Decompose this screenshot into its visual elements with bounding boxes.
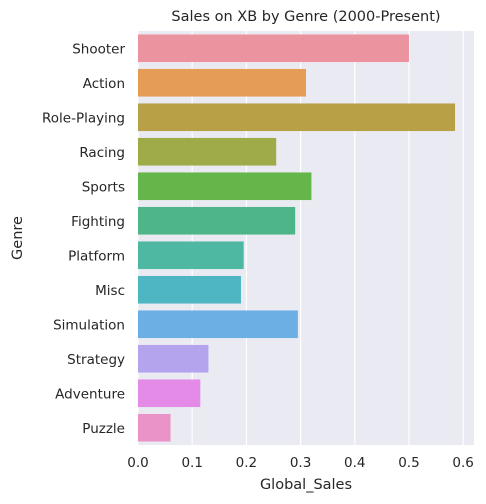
bar-simulation — [138, 310, 298, 339]
y-tick-label: Adventure — [55, 386, 125, 402]
y-tick-labels: Shooter Action Role-Playing Racing Sports Fig… — [42, 41, 125, 437]
y-tick-label: Action — [83, 76, 125, 92]
x-tick-label: 0.1 — [181, 455, 202, 471]
plot-background — [138, 31, 474, 445]
bar-action — [138, 68, 306, 97]
bar-fighting — [138, 206, 296, 235]
bar-adventure — [138, 379, 201, 408]
x-axis-label: Global_Sales — [260, 477, 352, 493]
y-tick-label: Fighting — [71, 214, 125, 230]
grid-lines — [137, 31, 464, 445]
bar-puzzle — [138, 413, 171, 442]
y-tick-label: Misc — [95, 283, 125, 299]
y-tick-label: Shooter — [72, 41, 125, 57]
bar-sports — [138, 172, 312, 201]
bar-misc — [138, 275, 241, 304]
x-tick-labels: 0.0 0.1 0.2 0.3 0.4 0.5 0.6 — [127, 455, 474, 471]
y-tick-label: Sports — [82, 179, 125, 195]
x-tick-label: 0.2 — [236, 455, 257, 471]
bar-racing — [138, 137, 277, 166]
bar-role-playing — [138, 103, 456, 132]
bar-shooter — [138, 34, 409, 63]
x-tick-label: 0.6 — [452, 455, 473, 471]
chart-title: Sales on XB by Genre (2000-Present) — [171, 9, 440, 25]
bars — [138, 34, 456, 442]
x-tick-label: 0.4 — [344, 455, 365, 471]
x-tick-label: 0.3 — [290, 455, 311, 471]
y-tick-label: Racing — [79, 145, 125, 161]
bar-platform — [138, 241, 244, 270]
y-tick-label: Role-Playing — [42, 110, 125, 126]
y-tick-label: Simulation — [53, 317, 125, 333]
x-tick-label: 0.5 — [398, 455, 419, 471]
y-axis-label: Genre — [10, 216, 26, 260]
bar-strategy — [138, 344, 209, 373]
y-tick-label: Platform — [68, 248, 125, 264]
x-tick-label: 0.0 — [127, 455, 148, 471]
y-tick-label: Strategy — [67, 352, 125, 368]
y-tick-label: Puzzle — [82, 421, 125, 437]
